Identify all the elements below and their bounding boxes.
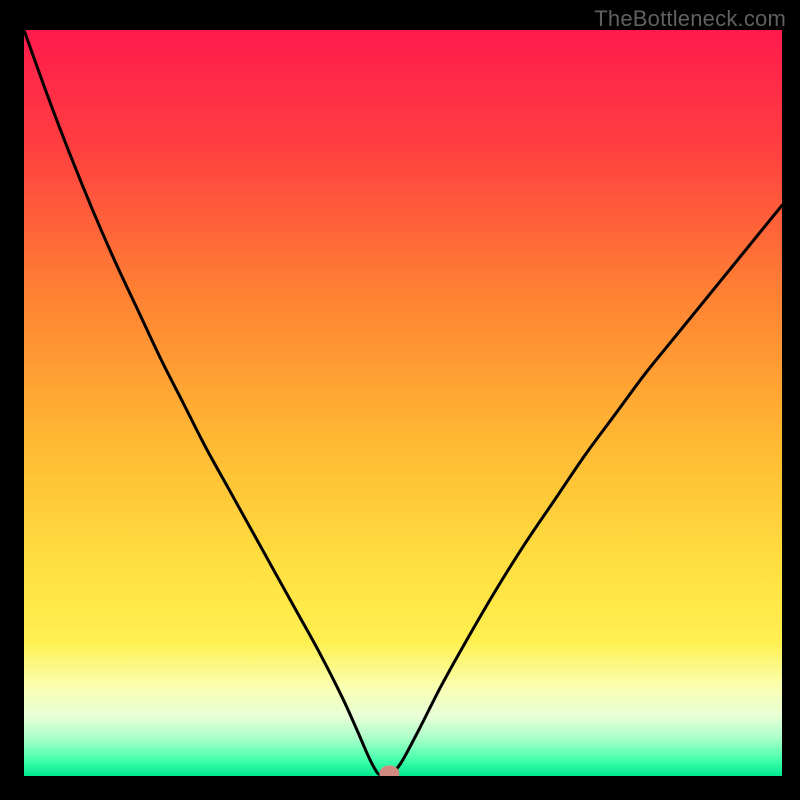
watermark-text: TheBottleneck.com	[594, 6, 786, 32]
curve-svg	[24, 30, 782, 776]
bottleneck-curve	[24, 30, 782, 775]
plot-area	[24, 30, 782, 776]
